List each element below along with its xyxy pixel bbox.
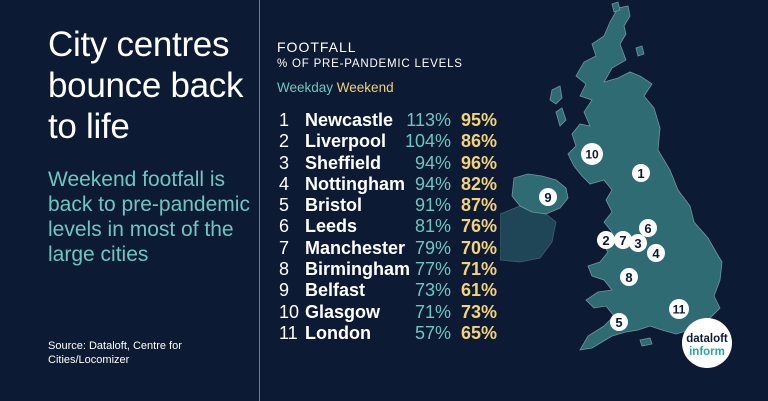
- weekend-value: 65%: [461, 322, 498, 343]
- marker-2: 2: [597, 231, 615, 249]
- weekday-value: 94%: [414, 152, 451, 173]
- marker-5: 5: [610, 313, 628, 331]
- hebrides-shape: [549, 85, 567, 127]
- marker-4: 4: [647, 244, 665, 262]
- svg-text:9: 9: [544, 190, 551, 205]
- rank: 5: [279, 195, 290, 216]
- weekday-value: 71%: [414, 301, 451, 322]
- table-header: FOOTFALL % OF PRE-PANDEMIC LEVELS Weekda…: [277, 38, 463, 98]
- rank: 11: [279, 322, 298, 343]
- rank: 8: [279, 259, 290, 280]
- city-name: Nottingham: [305, 173, 405, 194]
- weekend-value: 86%: [461, 131, 498, 152]
- city-name: Newcastle: [305, 110, 394, 130]
- svg-text:inform: inform: [689, 346, 725, 358]
- weekend-value: 73%: [461, 301, 498, 322]
- ireland-shape: [500, 205, 557, 263]
- weekday-value: 91%: [414, 195, 451, 216]
- weekday-value: 94%: [414, 173, 451, 194]
- weekend-value: 96%: [461, 152, 498, 173]
- marker-11: 11: [669, 299, 689, 319]
- svg-text:6: 6: [644, 221, 651, 236]
- source-note: Source: Dataloft, Centre for Cities/Loco…: [48, 340, 182, 366]
- header-footfall: FOOTFALL: [277, 39, 357, 55]
- marker-7: 7: [614, 231, 632, 249]
- legend-weekend: Weekend: [336, 80, 394, 95]
- rank: 2: [279, 131, 290, 152]
- northern-isles-shape: [611, 1, 645, 57]
- svg-text:dataloft: dataloft: [686, 333, 728, 345]
- weekday-value: 77%: [414, 259, 451, 280]
- svg-text:10: 10: [585, 148, 599, 162]
- city-name: Bristol: [305, 195, 363, 216]
- svg-text:1: 1: [637, 166, 644, 181]
- svg-text:8: 8: [625, 270, 632, 285]
- weekend-value: 82%: [461, 173, 498, 194]
- uk-map: 1 2 7 3 6 4 8 5: [500, 1, 732, 368]
- marker-6: 6: [639, 219, 657, 237]
- city-name: Birmingham: [305, 259, 411, 280]
- marker-8: 8: [620, 268, 638, 286]
- weekday-value: 79%: [414, 237, 451, 258]
- city-name: Manchester: [305, 237, 406, 258]
- weekend-value: 71%: [461, 259, 498, 280]
- svg-text:3: 3: [634, 236, 641, 251]
- isle-of-wight-shape: [639, 337, 653, 347]
- city-markers: 1 2 7 3 6 4 8 5: [539, 143, 689, 331]
- subheadline: Weekend footfall is back to pre-pandemic…: [48, 168, 250, 266]
- svg-text:11: 11: [673, 303, 686, 317]
- rank: 10: [279, 301, 300, 322]
- weekday-value: 81%: [414, 216, 451, 237]
- marker-1: 1: [632, 164, 650, 182]
- marker-10: 10: [581, 143, 603, 165]
- marker-3: 3: [629, 234, 647, 252]
- weekday-value: 113%: [406, 110, 451, 130]
- divider: [259, 0, 260, 401]
- city-name: Leeds: [305, 216, 358, 237]
- city-name: Liverpool: [305, 131, 387, 152]
- weekend-value: 61%: [461, 280, 498, 301]
- dataloft-logo: dataloft inform: [682, 318, 732, 368]
- svg-text:2: 2: [602, 233, 609, 248]
- marker-9: 9: [539, 188, 557, 206]
- rank: 6: [279, 216, 290, 237]
- svg-text:4: 4: [652, 246, 660, 261]
- rank: 4: [279, 173, 290, 194]
- city-name: Belfast: [305, 280, 366, 301]
- weekday-value: 57%: [414, 322, 451, 343]
- rank: 1: [279, 110, 290, 130]
- weekend-value: 70%: [461, 237, 498, 258]
- svg-text:5: 5: [615, 315, 622, 330]
- rank: 3: [279, 152, 290, 173]
- header-subtitle: % OF PRE-PANDEMIC LEVELS: [277, 58, 463, 70]
- weekend-value: 87%: [461, 195, 498, 216]
- weekend-value: 95%: [461, 110, 498, 130]
- svg-text:7: 7: [619, 233, 626, 248]
- weekday-value: 104%: [404, 131, 451, 152]
- city-name: Glasgow: [305, 301, 381, 322]
- rank: 9: [279, 280, 290, 301]
- headline: City centres bounce back to life: [48, 25, 244, 146]
- rank: 7: [279, 237, 290, 258]
- weekday-value: 73%: [414, 280, 451, 301]
- legend-weekday: Weekday: [277, 80, 334, 95]
- weekend-value: 76%: [461, 216, 498, 237]
- city-name: London: [305, 322, 371, 343]
- legend: Weekday Weekend: [277, 78, 463, 98]
- city-name: Sheffield: [305, 152, 382, 173]
